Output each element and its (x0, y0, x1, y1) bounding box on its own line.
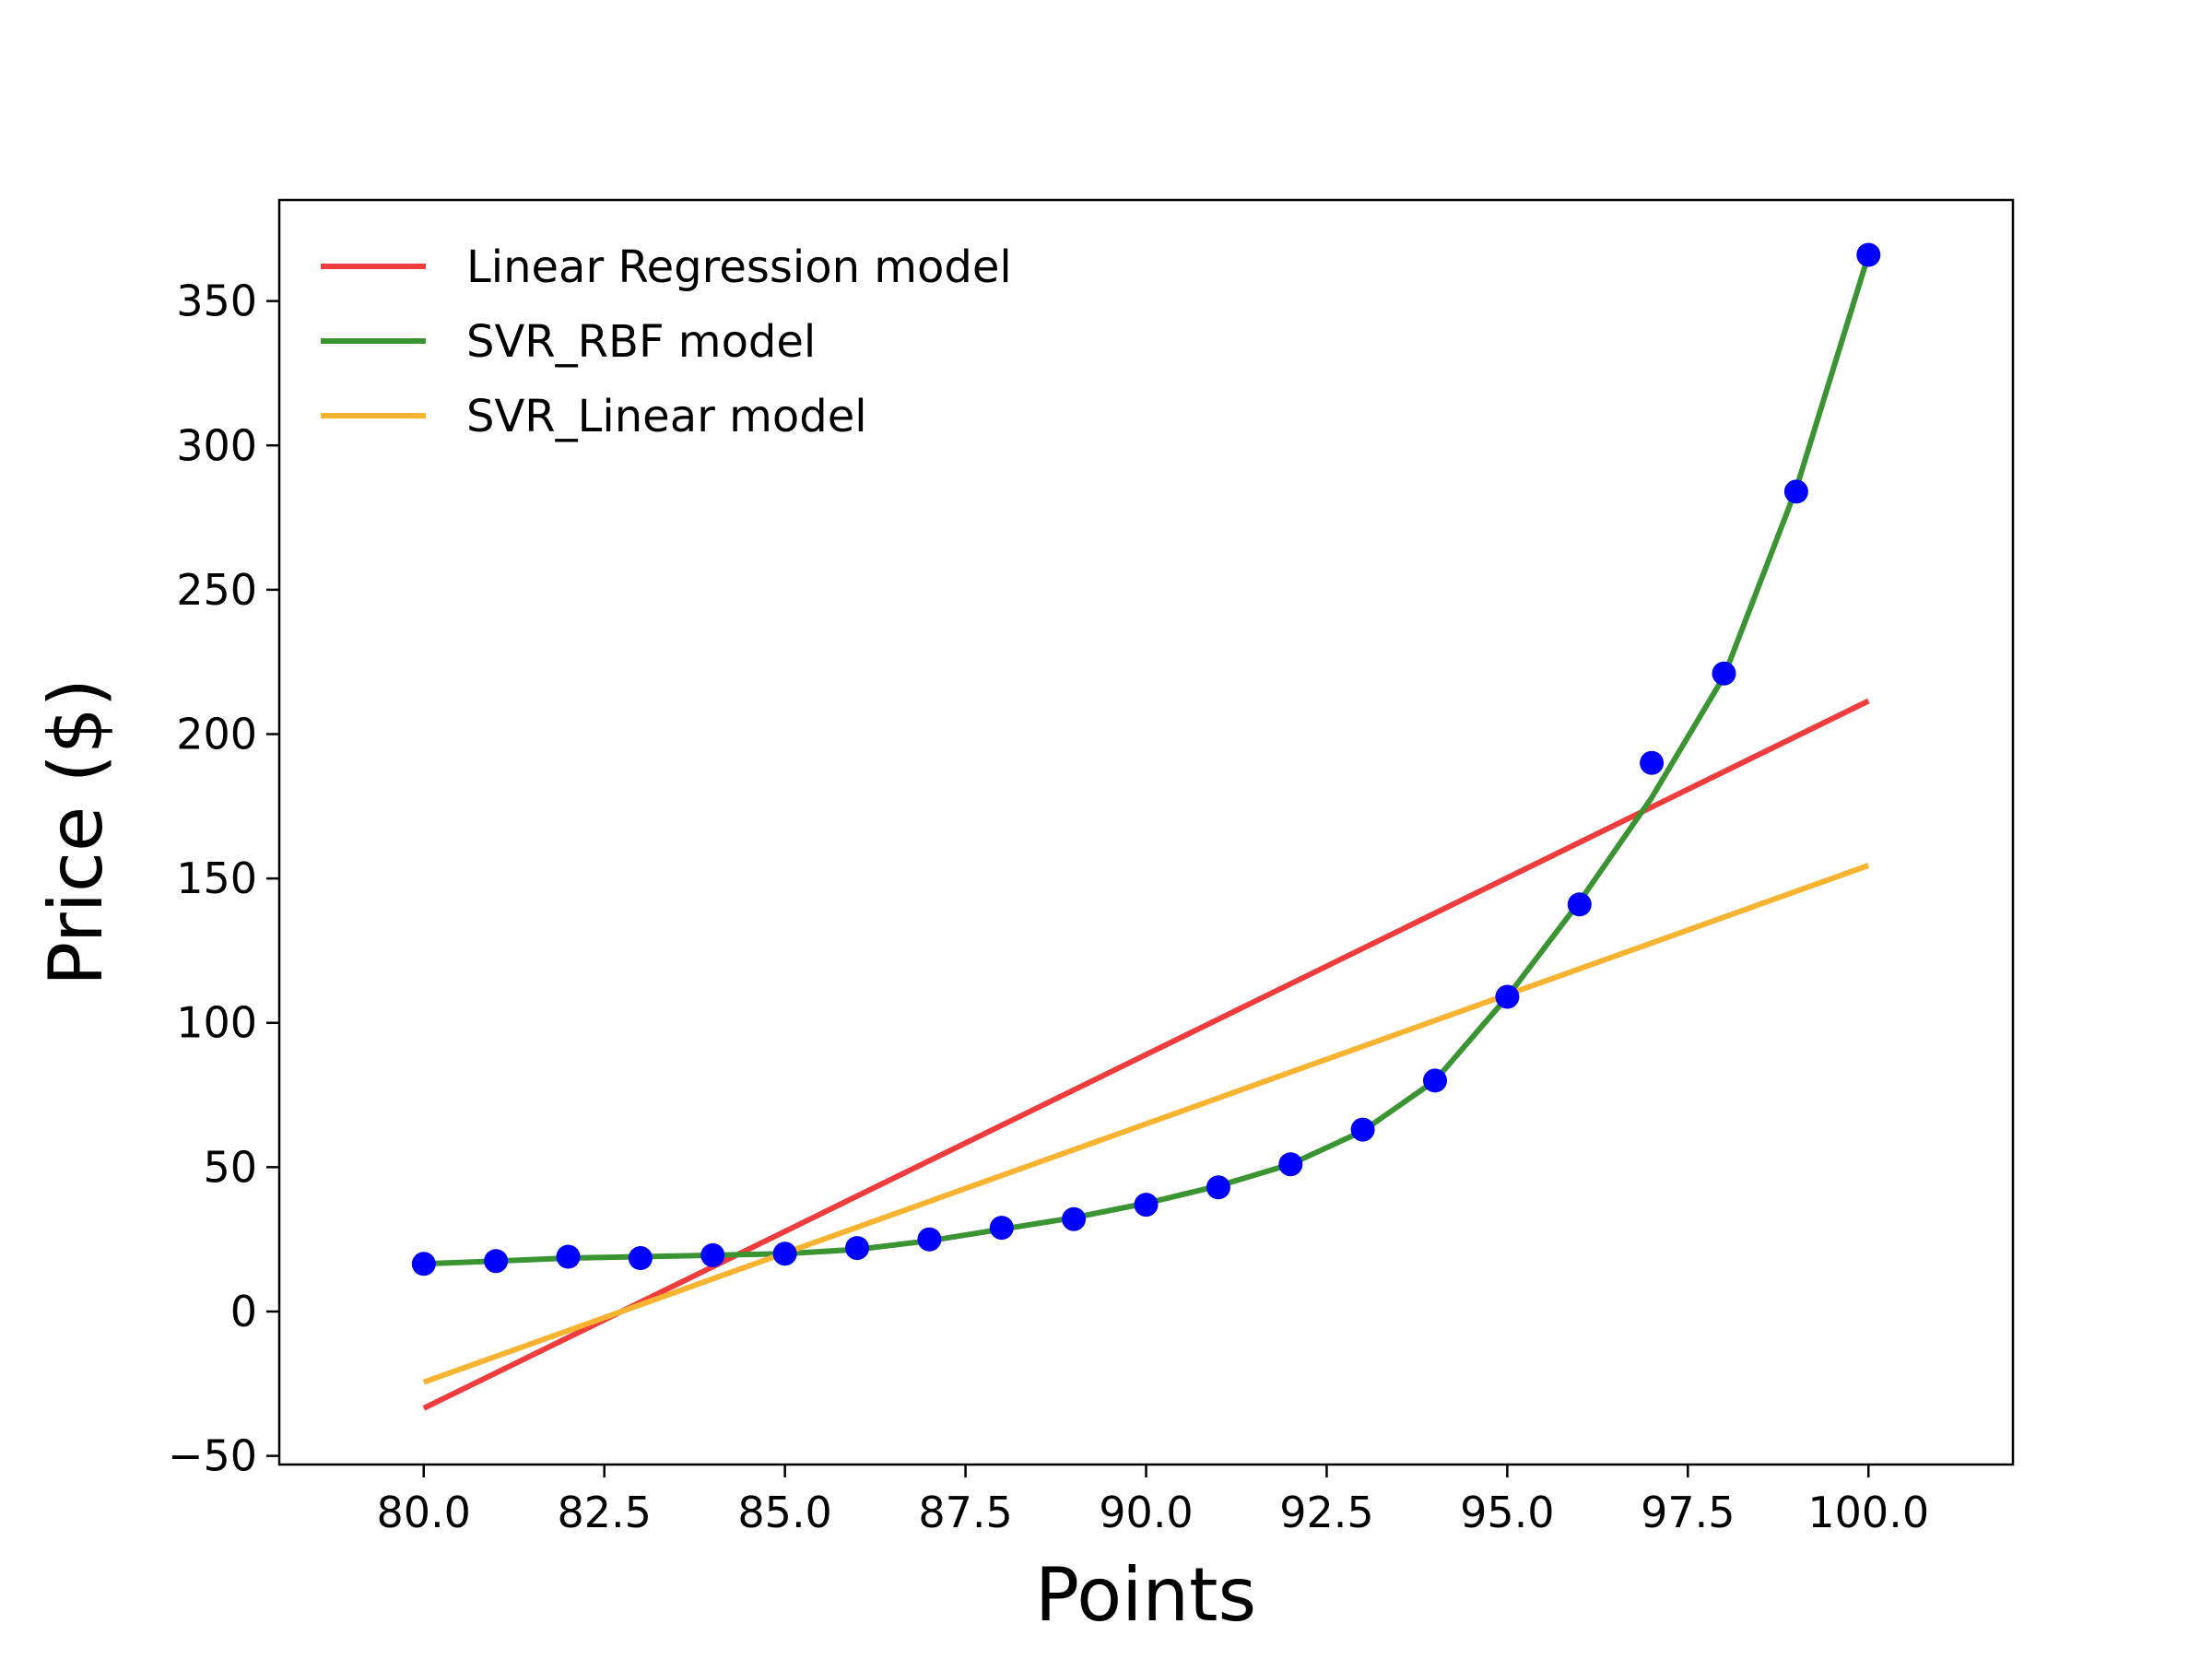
y-tick-label: −50 (168, 1431, 257, 1481)
y-tick-label: 300 (176, 420, 257, 470)
y-tick-label: 350 (176, 276, 257, 326)
y-axis-title: Price ($) (33, 678, 119, 986)
data-point (1712, 661, 1736, 686)
y-tick-label: 150 (176, 853, 257, 903)
x-tick-label: 80.0 (377, 1488, 471, 1537)
data-point (845, 1236, 869, 1261)
data-point (556, 1244, 581, 1269)
data-point (1856, 242, 1881, 267)
series-line-linear-regression-model (422, 698, 1870, 1411)
data-point (989, 1216, 1014, 1241)
data-point (1495, 984, 1520, 1009)
data-point (1134, 1193, 1159, 1218)
data-point (1350, 1117, 1375, 1142)
data-point (1567, 892, 1592, 917)
y-axis: −50 0 50 100 150 200 250 300 350 (168, 276, 279, 1481)
data-point (1062, 1206, 1087, 1231)
x-tick-label: 92.5 (1279, 1488, 1373, 1537)
data-point (1206, 1175, 1230, 1200)
x-tick-label: 85.0 (737, 1488, 831, 1537)
x-tick-label: 87.5 (918, 1488, 1012, 1537)
plot-area (411, 242, 1881, 1411)
data-point (1783, 479, 1808, 504)
x-axis: 80.0 82.5 85.0 87.5 90.0 92.5 95.0 97.5 100.0 (377, 1465, 1929, 1537)
y-tick-label: 0 (230, 1287, 257, 1336)
data-point (484, 1249, 509, 1274)
y-tick-label: 50 (203, 1142, 257, 1192)
x-tick-label: 82.5 (557, 1488, 651, 1537)
data-point (411, 1252, 436, 1277)
data-point (917, 1227, 942, 1252)
x-tick-label: 90.0 (1099, 1488, 1193, 1537)
y-tick-label: 100 (176, 998, 257, 1048)
series-line-svr-linear-model (422, 863, 1870, 1385)
data-point (700, 1242, 725, 1267)
x-axis-title: Points (1035, 1552, 1256, 1638)
data-point (772, 1241, 797, 1266)
x-tick-label: 100.0 (1807, 1488, 1929, 1537)
data-point (1423, 1068, 1447, 1093)
legend-label-linear-regression-model: Linear Regression model (466, 241, 1012, 293)
y-tick-label: 250 (176, 565, 257, 615)
x-tick-label: 95.0 (1460, 1488, 1554, 1537)
data-point (1278, 1152, 1303, 1177)
legend: Linear Regression model SVR_RBF model SVR_… (321, 241, 1012, 442)
data-point (1640, 750, 1665, 775)
legend-label-svr-rbf-model: SVR_RBF model (466, 316, 816, 368)
data-point (628, 1246, 653, 1270)
legend-label-svr-linear-model: SVR_Linear model (466, 391, 867, 442)
y-tick-label: 200 (176, 709, 257, 759)
x-tick-label: 97.5 (1641, 1488, 1735, 1537)
